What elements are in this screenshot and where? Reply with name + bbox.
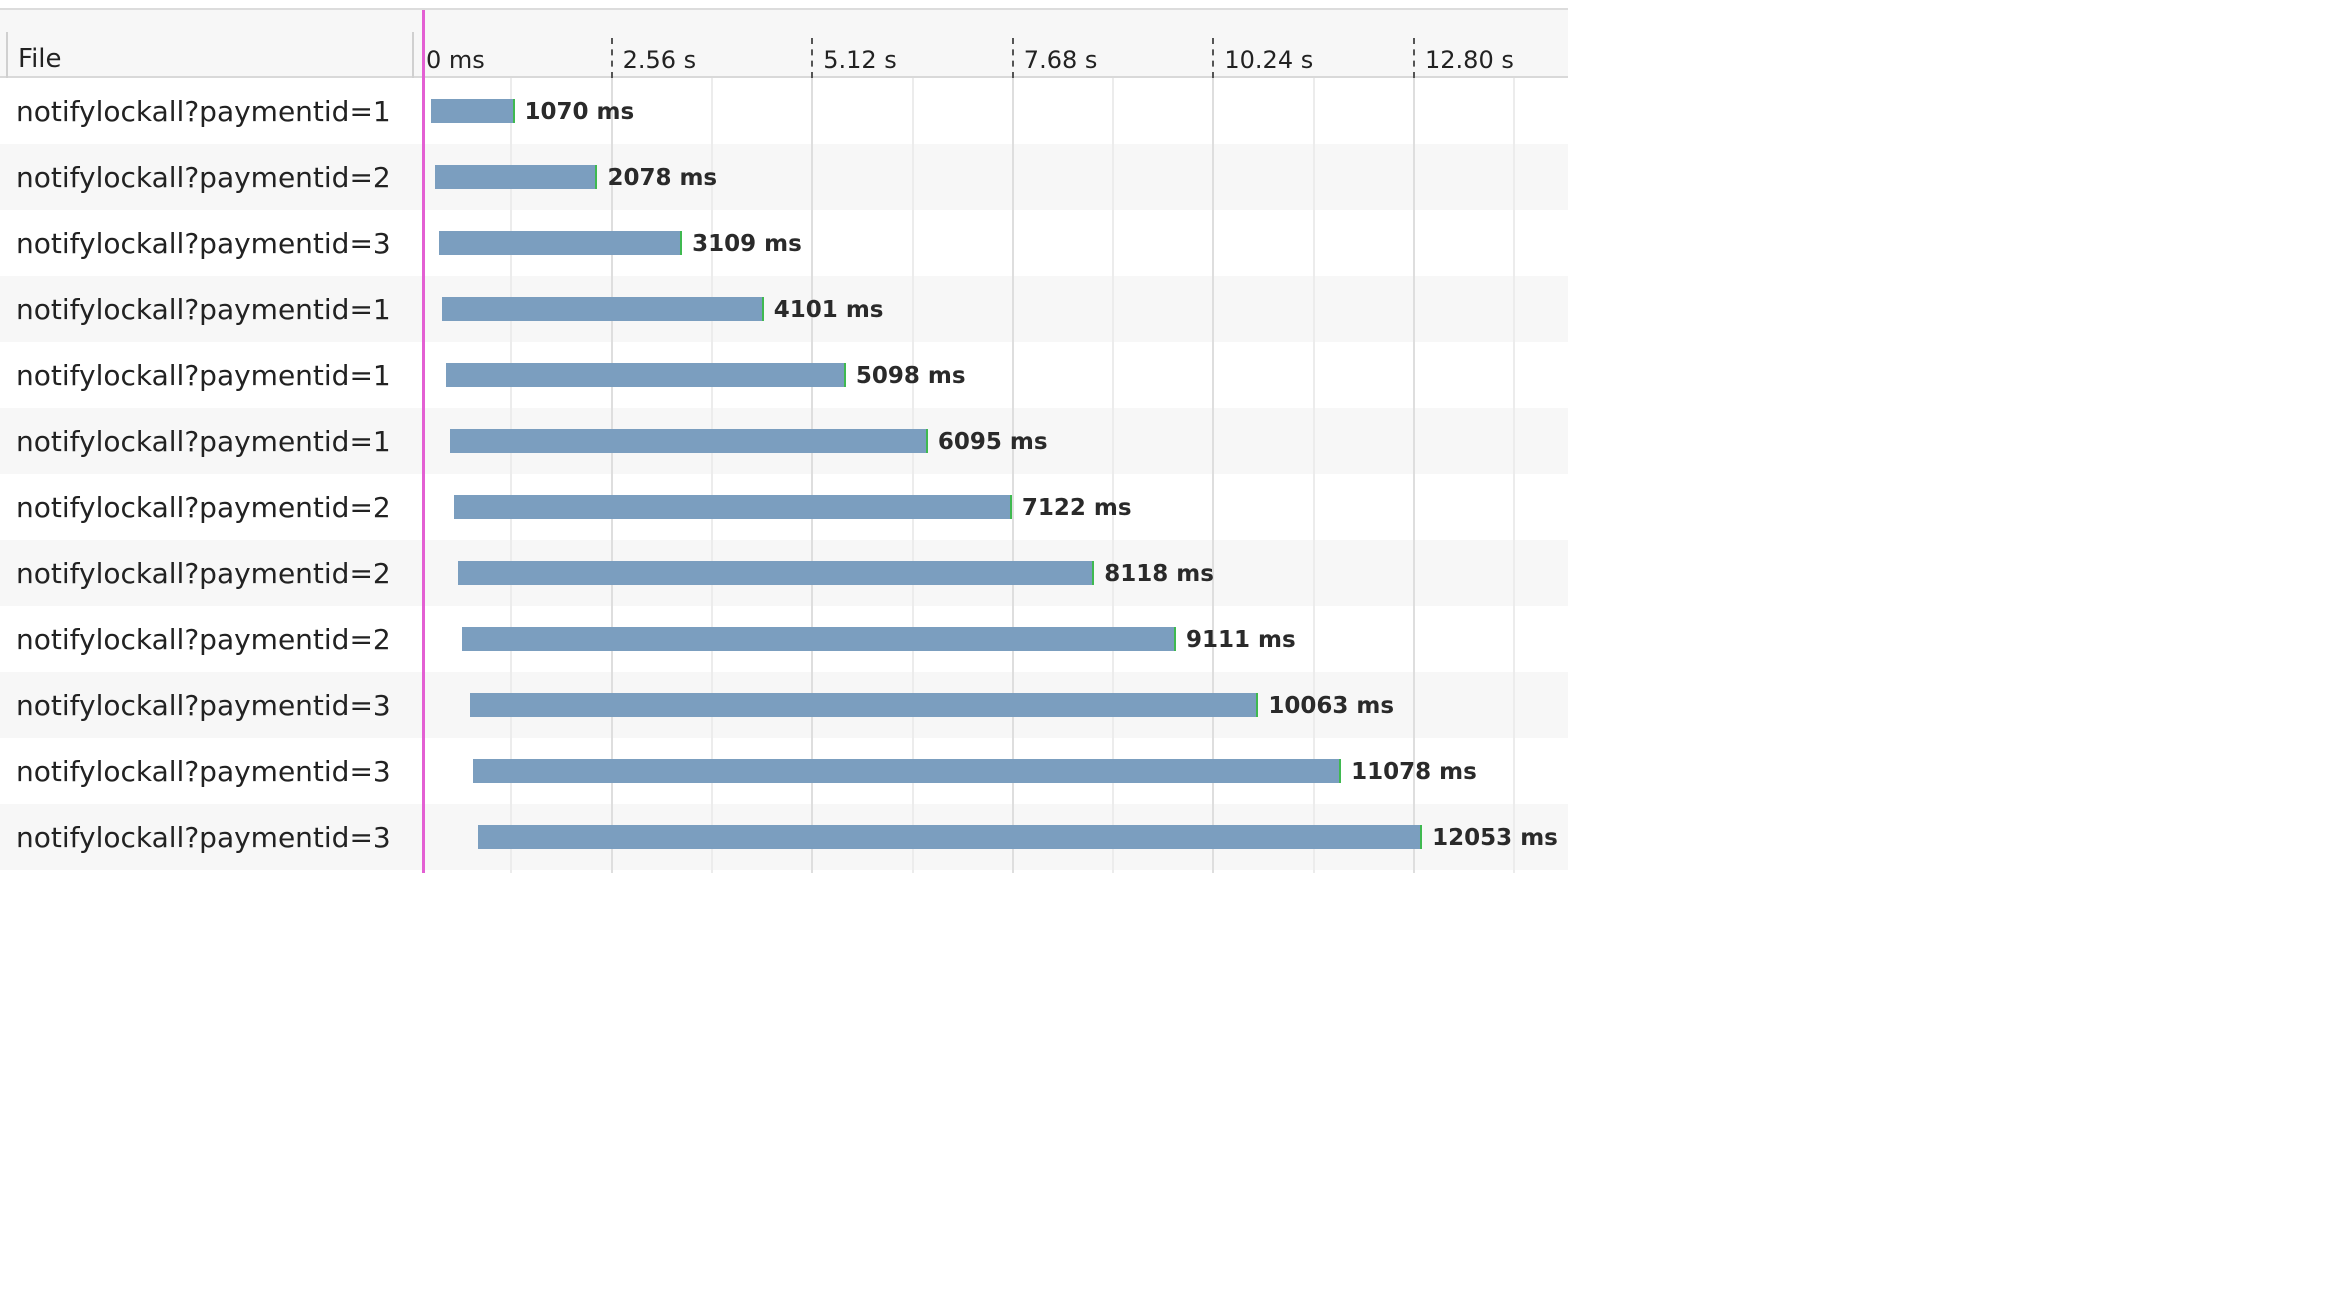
request-timing-bar[interactable] (477, 825, 1423, 849)
request-timing-bar[interactable] (453, 495, 1012, 519)
table-row[interactable]: notifylockall?paymentid=1 (0, 408, 1568, 474)
request-duration-label: 3109 ms (692, 231, 802, 257)
request-file-name: notifylockall?paymentid=3 (16, 755, 391, 788)
tick-label: 10.24 s (1224, 46, 1314, 74)
table-row[interactable]: notifylockall?paymentid=3 (0, 738, 1568, 804)
request-timing-bar[interactable] (442, 297, 764, 321)
request-duration-label: 1070 ms (524, 99, 635, 125)
request-timing-bar[interactable] (430, 99, 515, 123)
request-timing-bar[interactable] (446, 363, 846, 387)
request-file-name: notifylockall?paymentid=1 (16, 95, 391, 128)
tick-label: 2.56 s (622, 46, 697, 74)
request-file-name: notifylockall?paymentid=1 (16, 359, 391, 392)
tick-mark (1011, 38, 1014, 78)
request-timing-bar[interactable] (450, 429, 928, 453)
request-timing-bar[interactable] (438, 231, 683, 255)
file-column-header[interactable]: File (18, 44, 62, 74)
request-file-name: notifylockall?paymentid=3 (16, 821, 391, 854)
timeline-bars: 1070 ms 2078 ms 3109 ms 4101 ms 5098 ms 6095 … (0, 78, 1568, 873)
table-row[interactable]: notifylockall?paymentid=2 (0, 144, 1568, 210)
table-row[interactable]: notifylockall?paymentid=1 (0, 342, 1568, 408)
name-column-resize-handle[interactable] (412, 32, 414, 78)
request-timing-bar[interactable] (458, 561, 1095, 585)
table-row[interactable]: notifylockall?paymentid=1 (0, 78, 1568, 144)
request-file-name: notifylockall?paymentid=1 (16, 425, 391, 458)
request-duration-label: 2078 ms (607, 165, 718, 191)
tick-mark (610, 38, 613, 78)
request-timing-bar[interactable] (434, 165, 598, 189)
request-file-name: notifylockall?paymentid=3 (16, 227, 391, 260)
request-file-name: notifylockall?paymentid=3 (16, 689, 391, 722)
tick-mark (1212, 38, 1215, 78)
request-file-name: notifylockall?paymentid=1 (16, 293, 391, 326)
tick-label: 5.12 s (823, 46, 897, 74)
request-duration-label: 8118 ms (1104, 561, 1214, 587)
table-row[interactable]: notifylockall?paymentid=1 (0, 276, 1568, 342)
request-duration-label: 11078 ms (1351, 759, 1477, 785)
request-duration-label: 7122 ms (1021, 495, 1132, 521)
column-header: File 0 ms 2.56 s 5.12 s 7.68 s 10.24 s 12.80 … (0, 10, 1568, 78)
network-waterfall-panel: File 0 ms 2.56 s 5.12 s 7.68 s 10.24 s 12.80 … (0, 0, 1568, 873)
tick-mark (811, 38, 814, 78)
request-duration-label: 10063 ms (1268, 693, 1395, 719)
request-file-name: notifylockall?paymentid=2 (16, 623, 391, 656)
request-duration-label: 9111 ms (1185, 627, 1296, 653)
table-row[interactable]: notifylockall?paymentid=2 (0, 606, 1568, 672)
timeline-cursor[interactable] (422, 10, 425, 873)
tick-label: 12.80 s (1425, 46, 1514, 74)
request-duration-label: 6095 ms (937, 429, 1048, 455)
tick-label: 0 ms (426, 46, 485, 74)
request-file-name: notifylockall?paymentid=2 (16, 557, 391, 590)
request-duration-label: 4101 ms (773, 297, 884, 323)
tick-label: 7.68 s (1023, 46, 1098, 74)
request-file-name: notifylockall?paymentid=2 (16, 491, 391, 524)
top-border (0, 8, 1568, 10)
request-file-name: notifylockall?paymentid=2 (16, 161, 391, 194)
request-duration-label: 12053 ms (1432, 825, 1558, 851)
request-timing-bar[interactable] (469, 693, 1259, 717)
table-row[interactable]: notifylockall?paymentid=3 (0, 210, 1568, 276)
tick-mark (1413, 38, 1415, 78)
request-duration-label: 5098 ms (855, 363, 966, 389)
table-row[interactable]: notifylockall?paymentid=2 (0, 474, 1568, 540)
request-timing-bar[interactable] (473, 759, 1342, 783)
column-resize-handle[interactable] (6, 32, 8, 78)
request-timing-bar[interactable] (462, 627, 1176, 651)
